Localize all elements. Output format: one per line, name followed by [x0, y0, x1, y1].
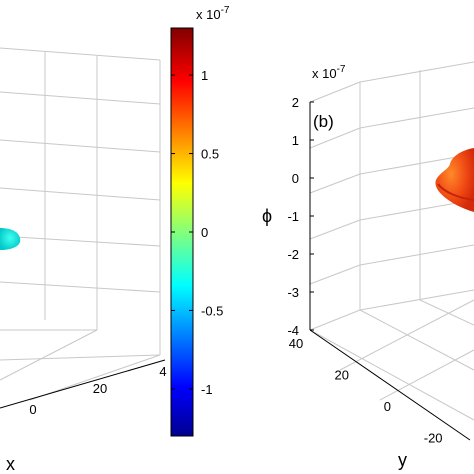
- panel-a-surface: [0, 228, 21, 250]
- colorbar-tick-label: 0.5: [201, 147, 219, 162]
- panel-b-axes: [309, 102, 471, 441]
- y-tick-label: -20: [424, 430, 443, 445]
- y-axis-label: y: [398, 450, 407, 470]
- z-tick-label: 2: [292, 95, 299, 110]
- panel-b-surface: [435, 148, 474, 212]
- z-tick-label: -3: [287, 285, 299, 300]
- x-tick: 0: [29, 402, 36, 417]
- panel-a: 0 20 4 x: [0, 47, 167, 474]
- colorbar-ticks: 1 0.5 0 -0.5 -1: [171, 68, 223, 397]
- z-ticks: 2 1 0 -1 -2 -3 -4: [287, 95, 314, 338]
- z-multiplier: x 10-7: [312, 64, 346, 81]
- z-tick-label: 0: [292, 171, 299, 186]
- x-axis-label: x: [6, 454, 15, 474]
- panel-b-label: (b): [313, 112, 334, 131]
- colorbar: 1 0.5 0 -0.5 -1 x 10-7: [170, 5, 230, 437]
- panel-b-grid: [309, 61, 474, 421]
- colorbar-tick-label: 0: [201, 225, 208, 240]
- y-tick-label: 40: [289, 336, 303, 351]
- panel-b-surface-edge: [437, 183, 474, 201]
- z-tick-label: 1: [292, 133, 299, 148]
- colorbar-tick-label: -0.5: [201, 303, 223, 318]
- y-tick-label: 0: [384, 399, 391, 414]
- panel-a-grid: [0, 47, 161, 401]
- z-tick-label: -2: [287, 247, 299, 262]
- y-tick-label: 20: [334, 367, 348, 382]
- z-tick-label: -4: [287, 323, 299, 338]
- panel-b: 2 1 0 -1 -2 -3 -4 40 20 0 -20 x 10-7 (b) ϕ y: [262, 61, 474, 470]
- z-axis-label: ϕ: [262, 206, 272, 226]
- panel-a-axes: [0, 359, 166, 409]
- x-tick: 20: [93, 381, 107, 396]
- z-tick-label: -1: [287, 209, 299, 224]
- colorbar-tick-label: 1: [201, 68, 208, 83]
- colorbar-multiplier: x 10-7: [196, 5, 230, 22]
- x-tick: 4: [159, 364, 166, 379]
- y-ticks: 40 20 0 -20: [289, 336, 443, 445]
- colorbar-tick-label: -1: [201, 382, 213, 397]
